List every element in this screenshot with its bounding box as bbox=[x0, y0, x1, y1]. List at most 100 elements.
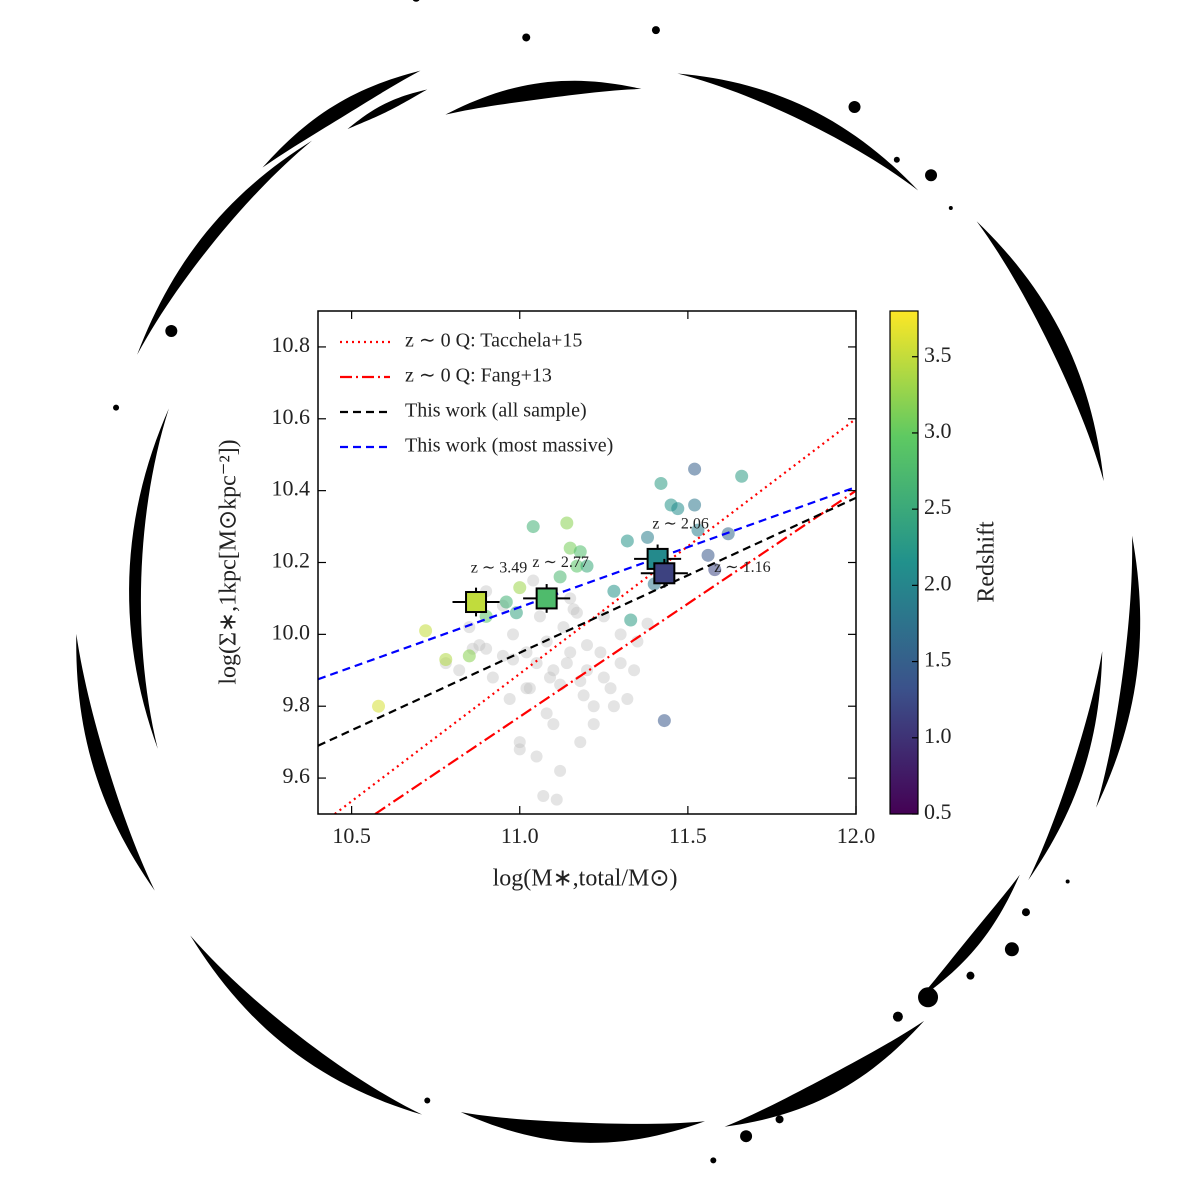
gray-point bbox=[614, 657, 627, 670]
fit-line bbox=[318, 486, 856, 681]
redshift-point bbox=[573, 545, 587, 559]
ring-dot bbox=[522, 33, 531, 42]
fit-line bbox=[318, 496, 856, 747]
fit-line bbox=[374, 489, 856, 814]
y-tick-label: 10.4 bbox=[272, 476, 311, 501]
ring-stroke bbox=[347, 89, 428, 130]
gray-point bbox=[614, 628, 627, 641]
x-tick-label: 10.5 bbox=[332, 823, 371, 848]
ring-dot bbox=[966, 971, 975, 980]
gray-point bbox=[533, 610, 546, 623]
redshift-point bbox=[620, 534, 634, 548]
colorbar-tick-label: 3.5 bbox=[924, 342, 952, 367]
redshift-point bbox=[439, 653, 453, 667]
gray-point bbox=[513, 743, 526, 756]
data-layer bbox=[318, 417, 856, 814]
redshift-point bbox=[607, 584, 621, 598]
fit-line bbox=[334, 417, 856, 814]
gray-point bbox=[574, 736, 587, 749]
ring-dot bbox=[925, 169, 938, 182]
x-tick-label: 12.0 bbox=[837, 823, 876, 848]
ring-dot bbox=[1021, 908, 1030, 917]
colorbar-tick-label: 3.0 bbox=[924, 418, 952, 443]
colorbar-label: Redshift bbox=[974, 521, 1000, 603]
redshift-point bbox=[641, 530, 655, 544]
legend-label: z ∼ 0 Q: Fang+13 bbox=[405, 365, 552, 387]
ring-dot bbox=[113, 404, 120, 411]
gray-point bbox=[547, 718, 560, 731]
gray-point bbox=[496, 649, 509, 662]
y-tick-label: 9.8 bbox=[283, 691, 311, 716]
redshift-point bbox=[688, 462, 702, 476]
gray-point bbox=[547, 664, 560, 677]
gray-point bbox=[628, 664, 641, 677]
gray-point bbox=[527, 574, 540, 587]
redshift-point bbox=[499, 595, 513, 609]
plot-area: z ∼ 3.49 z ∼ 2.77 z ∼ 2.06 z ∼ 1.16 10.5 11.0… bbox=[272, 310, 952, 848]
gray-point bbox=[507, 628, 520, 641]
gray-point bbox=[453, 664, 466, 677]
gray-point bbox=[560, 657, 573, 670]
gray-point bbox=[520, 682, 533, 695]
gray-point bbox=[607, 700, 620, 713]
ring-dot bbox=[893, 156, 900, 163]
y-tick-label: 10.2 bbox=[272, 548, 311, 573]
x-tick-label: 11.5 bbox=[669, 823, 707, 848]
stack-label: z ∼ 1.16 bbox=[714, 559, 771, 576]
legend-label: This work (most massive) bbox=[405, 435, 613, 457]
ring-stroke bbox=[918, 874, 1020, 1000]
colorbar-tick-label: 0.5 bbox=[924, 799, 952, 824]
ring-dot bbox=[710, 1157, 717, 1164]
ring-dot bbox=[918, 987, 939, 1008]
redshift-point bbox=[735, 469, 749, 483]
redshift-point bbox=[624, 613, 638, 627]
gray-point bbox=[550, 793, 563, 806]
y-tick-label: 10.6 bbox=[272, 404, 311, 429]
legend-label: This work (all sample) bbox=[405, 400, 587, 422]
redshift-point bbox=[671, 502, 685, 516]
x-axis-label: log(M∗,total/M⊙) bbox=[493, 866, 678, 892]
ring-dot bbox=[651, 26, 660, 35]
ring-stroke bbox=[724, 1020, 925, 1127]
gray-point bbox=[594, 646, 607, 659]
gray-point bbox=[523, 682, 536, 695]
gray-point bbox=[540, 707, 553, 720]
gray-point bbox=[577, 689, 590, 702]
decorative-ring bbox=[76, 0, 1141, 1164]
colorbar-tick-label: 1.5 bbox=[924, 647, 952, 672]
redshift-point bbox=[513, 581, 527, 595]
y-axis-label: log(Σ∗,1kpc[M⊙kpc⁻²]) bbox=[216, 439, 242, 684]
gray-point bbox=[473, 639, 486, 652]
ring-dot bbox=[1004, 942, 1019, 957]
gray-point bbox=[530, 657, 543, 670]
ring-stroke bbox=[460, 1112, 705, 1143]
colorbar-tick-label: 2.0 bbox=[924, 570, 952, 595]
gray-point bbox=[567, 603, 580, 616]
ring-stroke bbox=[262, 70, 421, 168]
redshift-point bbox=[708, 563, 722, 577]
gray-point bbox=[486, 671, 499, 684]
ring-dot bbox=[948, 205, 953, 210]
redshift-point bbox=[580, 559, 594, 573]
stack-label: z ∼ 2.06 bbox=[652, 516, 709, 533]
stack-label: z ∼ 3.49 bbox=[471, 560, 528, 577]
redshift-point bbox=[657, 714, 671, 728]
redshift-point bbox=[553, 570, 567, 584]
redshift-point bbox=[701, 548, 715, 562]
colorbar-tick-label: 1.0 bbox=[924, 723, 952, 748]
redshift-point bbox=[419, 624, 433, 638]
redshift-point bbox=[570, 559, 584, 573]
gray-point bbox=[581, 639, 593, 652]
gray-point bbox=[554, 764, 567, 777]
redshift-point bbox=[462, 649, 476, 663]
colorbar-tick-label: 2.5 bbox=[924, 494, 952, 519]
gray-point bbox=[480, 642, 493, 655]
ring-dot bbox=[740, 1130, 753, 1143]
stack-label: z ∼ 2.77 bbox=[532, 554, 589, 571]
y-tick-label: 9.6 bbox=[283, 763, 311, 788]
gray-point bbox=[604, 682, 617, 695]
ring-dot bbox=[165, 325, 178, 337]
gray-point bbox=[564, 646, 577, 659]
ring-dot bbox=[848, 100, 861, 113]
